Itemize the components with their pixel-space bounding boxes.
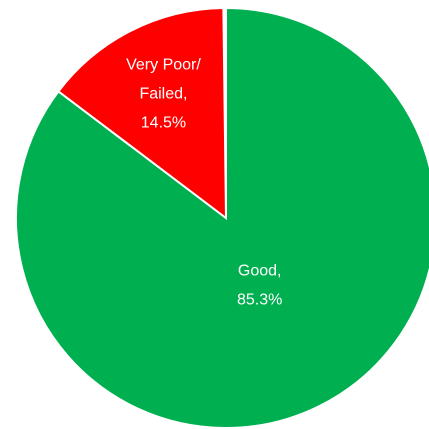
data-label: Failed, — [139, 86, 187, 103]
data-label: 14.5% — [141, 115, 186, 132]
pie-slice — [57, 7, 228, 221]
data-label: Good, — [238, 262, 282, 279]
data-label: Very Poor/ — [126, 57, 201, 74]
pie-slice — [15, 6, 429, 429]
data-label: 85.3% — [237, 291, 282, 308]
